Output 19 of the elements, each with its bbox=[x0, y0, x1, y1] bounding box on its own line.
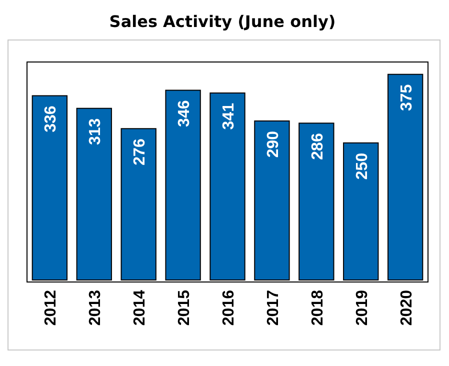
chart-title: Sales Activity (June only) bbox=[109, 12, 336, 31]
x-tick-label: 2017 bbox=[264, 290, 282, 326]
data-label: 346 bbox=[176, 100, 194, 127]
x-tick-label: 2018 bbox=[309, 290, 326, 326]
x-tick-label: 2019 bbox=[354, 290, 371, 326]
x-tick-label: 2012 bbox=[42, 290, 60, 326]
data-label: 290 bbox=[264, 130, 282, 158]
data-label: 250 bbox=[354, 152, 371, 180]
data-label: 313 bbox=[87, 118, 104, 146]
data-label: 336 bbox=[42, 106, 60, 132]
x-tick-label: 2016 bbox=[220, 290, 238, 326]
data-label: 276 bbox=[132, 138, 149, 166]
x-tick-label: 2020 bbox=[398, 290, 416, 326]
x-tick-label: 2014 bbox=[132, 290, 149, 326]
data-label: 375 bbox=[398, 84, 416, 112]
data-label: 286 bbox=[309, 133, 326, 160]
data-label: 341 bbox=[220, 102, 238, 130]
x-tick-label: 2015 bbox=[176, 290, 194, 326]
x-tick-label: 2013 bbox=[87, 290, 104, 326]
